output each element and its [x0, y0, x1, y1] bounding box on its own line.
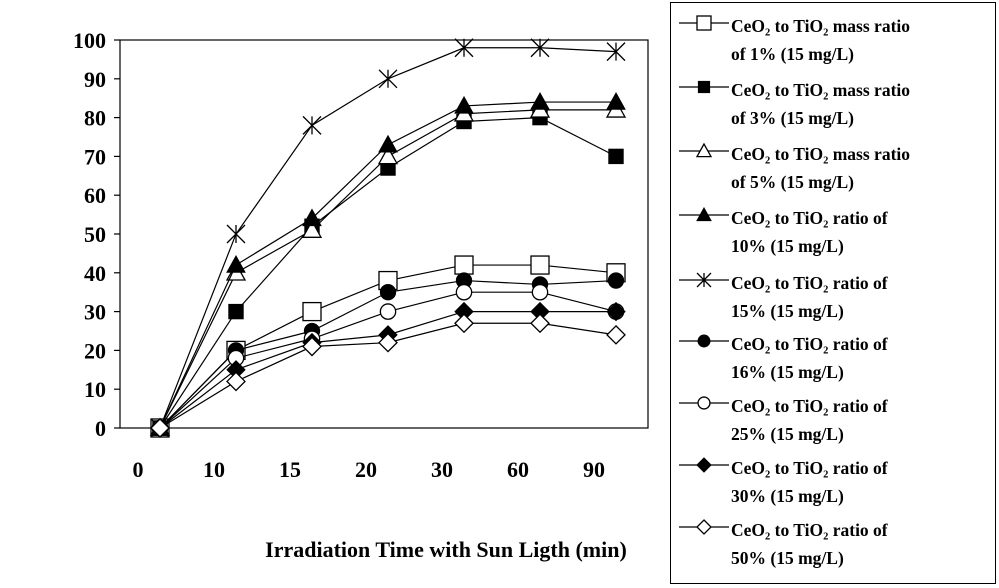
legend-swatch — [679, 15, 729, 31]
x-tick-label: 15 — [279, 457, 301, 482]
legend-swatch — [679, 334, 729, 348]
legend-swatch — [679, 396, 729, 410]
data-point — [379, 284, 397, 301]
data-point — [696, 519, 712, 535]
x-tick-label: 60 — [507, 457, 529, 482]
data-point — [606, 92, 626, 110]
legend-label: CeO₂ to TiO₂ ratio of 50% (15 mg/L) — [731, 520, 888, 568]
legend-label: CeO₂ to TiO₂ ratio of 25% (15 mg/L) — [731, 396, 888, 444]
data-point — [531, 283, 549, 301]
y-tick-label: 50 — [84, 222, 106, 247]
data-point — [302, 208, 322, 227]
data-point — [302, 115, 322, 135]
x-tick-label: 30 — [431, 457, 453, 482]
x-tick-label: 0 — [133, 457, 144, 482]
data-point — [606, 42, 626, 62]
x-tick-label: 20 — [355, 457, 377, 482]
data-point — [377, 146, 399, 165]
data-point — [530, 38, 550, 58]
legend-item: CeO₂ to TiO₂ mass ratio of 3% (15 mg/L) — [671, 71, 995, 131]
legend-item: CeO₂ to TiO₂ mass ratio of 5% (15 mg/L) — [671, 135, 995, 195]
chart-area: 0 10 20 30 40 50 60 70 80 90 100 0 10 15 20 30 60 90 Irrad… — [73, 28, 649, 562]
data-point — [454, 38, 474, 58]
data-point — [696, 15, 712, 31]
legend-swatch — [679, 207, 729, 222]
data-point — [150, 418, 170, 438]
data-point — [696, 272, 712, 288]
y-tick-label: 80 — [84, 106, 106, 131]
data-point — [301, 219, 323, 238]
x-tick-label: 90 — [583, 457, 605, 482]
legend-swatch — [679, 143, 729, 158]
plot-frame — [119, 39, 649, 429]
x-axis-label: Irradiation Time with Sun Ligth (min) — [265, 537, 627, 562]
data-point — [695, 143, 713, 158]
y-tick-label: 90 — [84, 67, 106, 92]
data-point — [455, 283, 473, 301]
legend: CeO₂ to TiO₂ mass ratio of 1% (15 mg/L) C… — [670, 2, 996, 584]
legend-item: CeO₂ to TiO₂ ratio of 30% (15 mg/L) — [671, 449, 995, 509]
y-tick-label: 10 — [84, 377, 106, 402]
y-tick-label: 60 — [84, 183, 106, 208]
data-point — [608, 148, 624, 165]
y-tick-label: 100 — [73, 28, 106, 53]
data-point — [696, 457, 712, 473]
y-tick-label: 0 — [95, 416, 106, 441]
data-point — [607, 272, 625, 289]
data-point — [226, 224, 246, 244]
legend-item: CeO₂ to TiO₂ ratio of 16% (15 mg/L) — [671, 325, 995, 385]
legend-swatch — [679, 457, 729, 473]
y-tick-label: 20 — [84, 338, 106, 363]
legend-swatch — [679, 519, 729, 535]
data-point — [302, 336, 322, 357]
data-point — [378, 332, 398, 353]
data-point — [697, 396, 711, 410]
data-point — [454, 313, 474, 334]
data-point — [606, 324, 626, 345]
data-point — [697, 80, 711, 94]
data-point — [454, 255, 474, 275]
series-6 — [151, 272, 625, 437]
series-9 — [150, 313, 626, 438]
data-point — [228, 303, 244, 320]
data-point — [226, 255, 246, 273]
legend-item: CeO₂ to TiO₂ ratio of 50% (15 mg/L) — [671, 511, 995, 571]
legend-item: CeO₂ to TiO₂ ratio of 15% (15 mg/L) — [671, 264, 995, 324]
legend-item: CeO₂ to TiO₂ ratio of 25% (15 mg/L) — [671, 387, 995, 447]
y-tick-label: 30 — [84, 300, 106, 325]
legend-label: CeO₂ to TiO₂ mass ratio of 5% (15 mg/L) — [731, 144, 911, 192]
legend-swatch — [679, 272, 729, 288]
legend-label: CeO₂ to TiO₂ ratio of 10% (15 mg/L) — [731, 208, 888, 256]
data-point — [378, 69, 398, 89]
data-point — [226, 371, 246, 392]
legend-label: CeO₂ to TiO₂ ratio of 15% (15 mg/L) — [731, 273, 888, 321]
data-point — [302, 301, 322, 322]
data-point — [530, 92, 550, 110]
series-4 — [150, 92, 626, 436]
legend-label: CeO₂ to TiO₂ ratio of 30% (15 mg/L) — [731, 458, 888, 506]
legend-item: CeO₂ to TiO₂ ratio of 10% (15 mg/L) — [671, 199, 995, 259]
data-point — [697, 334, 711, 348]
x-tick-label: 10 — [203, 457, 225, 482]
data-point — [696, 207, 712, 222]
y-tick-label: 70 — [84, 144, 106, 169]
data-point — [378, 134, 398, 153]
data-point — [454, 95, 474, 114]
y-tick-label: 40 — [84, 261, 106, 286]
data-point — [530, 255, 550, 275]
legend-label: CeO₂ to TiO₂ ratio of 16% (15 mg/L) — [731, 334, 888, 382]
data-point — [379, 303, 397, 320]
series-8 — [150, 301, 626, 438]
legend-swatch — [679, 80, 729, 94]
data-point — [606, 301, 626, 322]
legend-label: CeO₂ to TiO₂ mass ratio of 1% (15 mg/L) — [731, 16, 911, 64]
data-point — [530, 313, 550, 334]
legend-item: CeO₂ to TiO₂ mass ratio of 1% (15 mg/L) — [671, 7, 995, 67]
series-5 — [150, 38, 626, 438]
series-7 — [151, 283, 625, 437]
legend-label: CeO₂ to TiO₂ mass ratio of 3% (15 mg/L) — [731, 80, 911, 128]
